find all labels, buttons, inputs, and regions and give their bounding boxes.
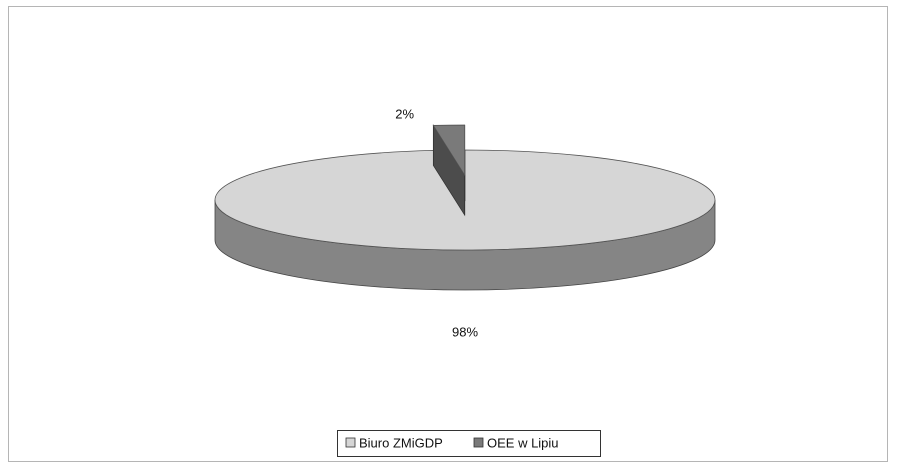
legend: Biuro ZMiGDP OEE w Lipiu <box>337 430 601 457</box>
legend-label: Biuro ZMiGDP <box>359 435 443 450</box>
slice-top <box>432 124 466 177</box>
legend-swatch <box>345 437 356 448</box>
pie: 98% 2% <box>214 106 716 339</box>
data-label: 2% <box>395 106 414 121</box>
legend-swatch <box>473 437 484 448</box>
pie-slice <box>432 124 466 217</box>
legend-label: OEE w Lipiu <box>487 435 559 450</box>
legend-box <box>337 430 601 457</box>
data-label: 98% <box>452 324 478 339</box>
